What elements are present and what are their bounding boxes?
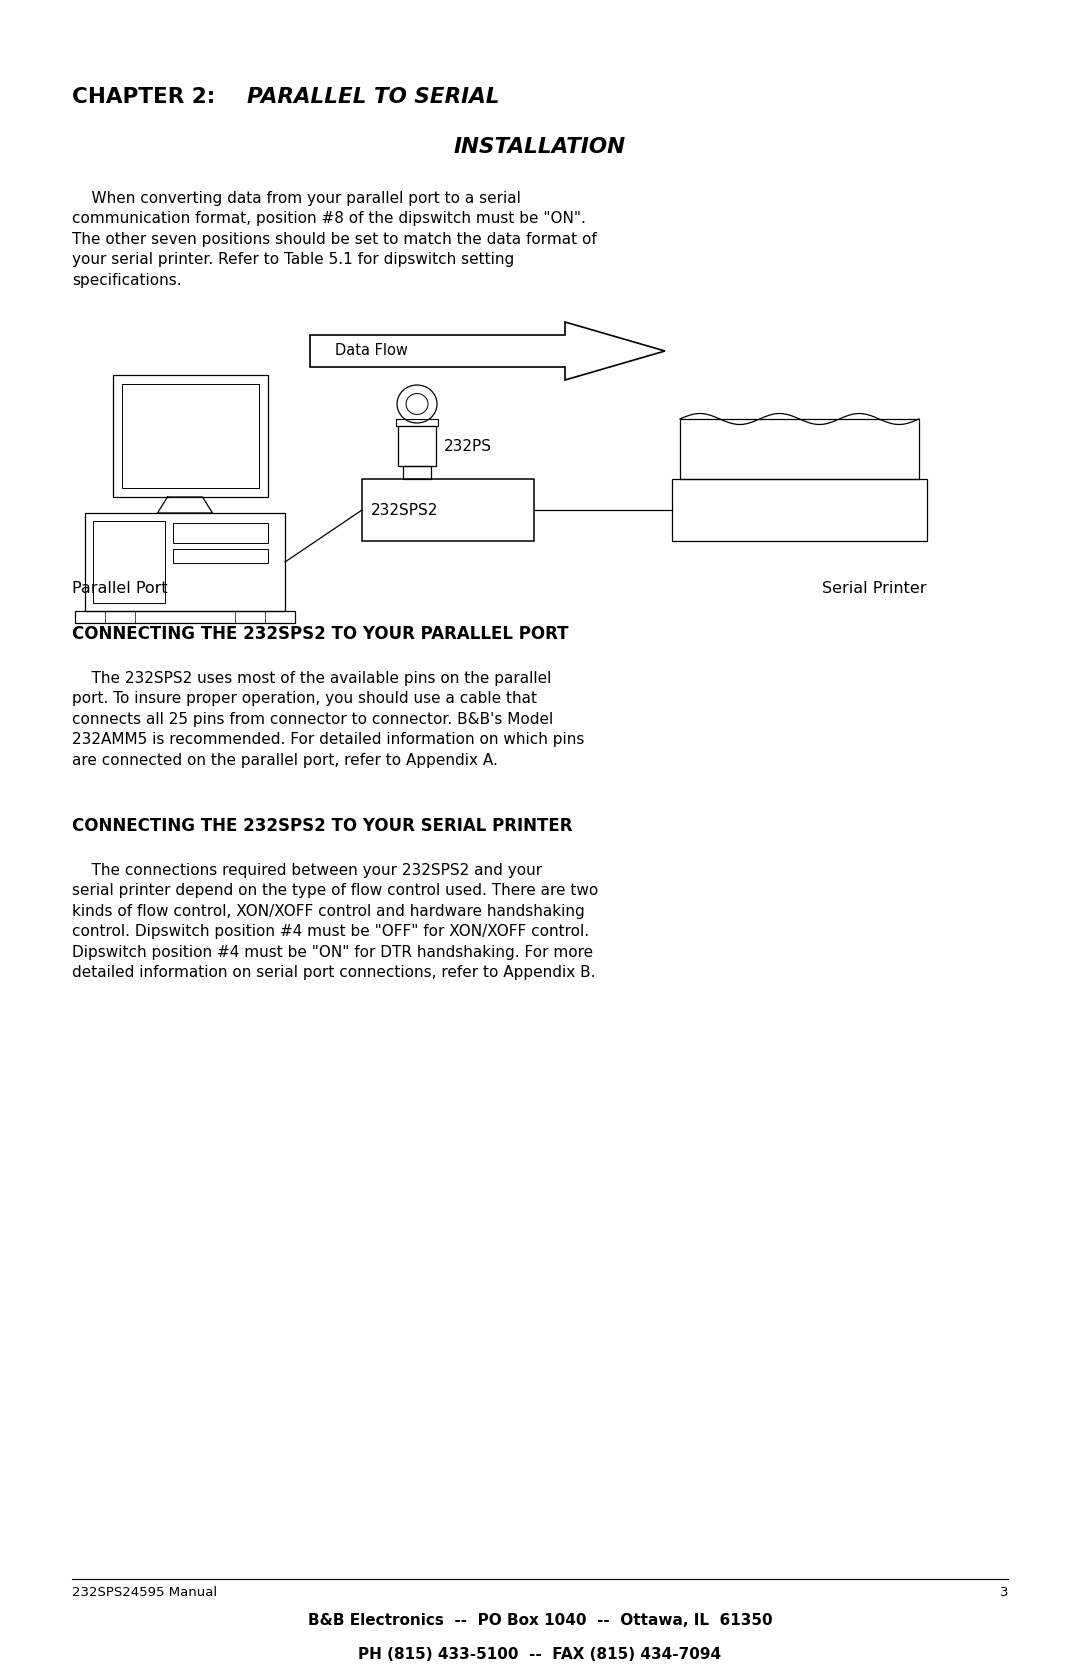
Text: B&B Electronics  --  PO Box 1040  --  Ottawa, IL  61350: B&B Electronics -- PO Box 1040 -- Ottawa… [308, 1612, 772, 1627]
Text: 3: 3 [999, 1586, 1008, 1599]
Text: PH (815) 433-5100  --  FAX (815) 434-7094: PH (815) 433-5100 -- FAX (815) 434-7094 [359, 1647, 721, 1662]
Bar [173, 522, 268, 542]
Bar [680, 419, 919, 479]
Text: When converting data from your parallel port to a serial
communication format, p: When converting data from your parallel … [72, 190, 597, 287]
Text: Parallel Port: Parallel Port [72, 581, 167, 596]
Bar [672, 479, 927, 541]
Bar [85, 512, 285, 611]
Text: The connections required between your 232SPS2 and your
serial printer depend on : The connections required between your 23… [72, 863, 598, 980]
Bar [112, 376, 268, 497]
Text: PARALLEL TO SERIAL: PARALLEL TO SERIAL [247, 87, 499, 107]
Bar [122, 384, 258, 487]
Text: CONNECTING THE 232SPS2 TO YOUR PARALLEL PORT: CONNECTING THE 232SPS2 TO YOUR PARALLEL … [72, 624, 568, 643]
Bar [173, 549, 268, 562]
Bar [403, 466, 431, 479]
Text: The 232SPS2 uses most of the available pins on the parallel
port. To insure prop: The 232SPS2 uses most of the available p… [72, 671, 584, 768]
Bar [399, 426, 436, 466]
Text: 232SPS2: 232SPS2 [372, 502, 438, 517]
Text: INSTALLATION: INSTALLATION [454, 137, 626, 157]
Bar [93, 521, 165, 603]
Bar [396, 419, 438, 426]
Text: Serial Printer: Serial Printer [823, 581, 927, 596]
Text: CHAPTER 2:: CHAPTER 2: [72, 87, 222, 107]
Bar [75, 611, 295, 623]
Text: CONNECTING THE 232SPS2 TO YOUR SERIAL PRINTER: CONNECTING THE 232SPS2 TO YOUR SERIAL PR… [72, 818, 572, 834]
Text: Data Flow: Data Flow [335, 342, 408, 357]
Text: 232SPS24595 Manual: 232SPS24595 Manual [72, 1586, 217, 1599]
FancyArrow shape [310, 322, 665, 381]
Bar [362, 479, 534, 541]
Text: 232PS: 232PS [444, 439, 492, 454]
